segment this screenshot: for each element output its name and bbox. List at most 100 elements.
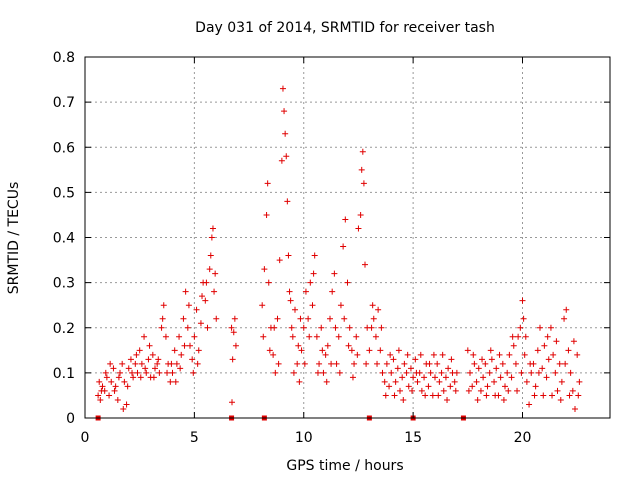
data-point	[195, 347, 202, 354]
data-point	[427, 369, 434, 376]
data-point	[124, 383, 131, 390]
data-point	[438, 369, 445, 376]
data-point	[191, 333, 198, 340]
data-point	[286, 288, 293, 295]
data-point	[137, 374, 144, 381]
data-point	[130, 374, 137, 381]
data-point	[355, 225, 362, 232]
data-point	[288, 324, 295, 331]
data-point	[386, 383, 393, 390]
data-point	[540, 392, 547, 399]
data-point	[133, 351, 140, 358]
data-point	[515, 333, 522, 340]
data-point	[212, 270, 219, 277]
x-tick-label: 15	[404, 430, 422, 446]
data-point	[337, 302, 344, 309]
data-point	[172, 378, 179, 385]
data-point	[383, 360, 390, 367]
data-point	[369, 302, 376, 309]
data-point	[150, 374, 157, 381]
data-point	[202, 297, 209, 304]
data-point	[374, 360, 381, 367]
data-point	[309, 302, 316, 309]
data-point	[570, 338, 577, 345]
data-point	[295, 342, 302, 349]
y-tick-label: 0.3	[53, 276, 75, 292]
data-point	[319, 347, 326, 354]
data-point	[440, 387, 447, 394]
data-point	[112, 383, 119, 390]
data-point	[228, 324, 235, 331]
data-point	[329, 288, 336, 295]
data-point	[442, 374, 449, 381]
data-point	[310, 270, 317, 277]
data-point	[547, 324, 554, 331]
data-point	[287, 297, 294, 304]
data-point	[563, 306, 570, 313]
data-point	[565, 347, 572, 354]
data-point	[562, 360, 569, 367]
data-point	[397, 387, 403, 394]
data-point	[162, 333, 169, 340]
data-point	[108, 378, 115, 385]
data-point	[404, 351, 411, 358]
data-point	[290, 369, 297, 376]
data-point	[194, 360, 201, 367]
data-point	[493, 365, 500, 372]
data-point	[185, 302, 192, 309]
data-point	[206, 266, 213, 273]
data-point	[552, 369, 559, 376]
data-point	[378, 324, 385, 331]
data-point	[345, 342, 352, 349]
data-point	[182, 288, 189, 295]
data-point	[558, 378, 565, 385]
data-point	[289, 333, 296, 340]
x-tick-label: 10	[295, 430, 313, 446]
data-point	[197, 320, 204, 327]
data-point	[425, 383, 432, 390]
data-point	[132, 360, 139, 367]
data-point	[394, 365, 401, 372]
data-point	[294, 360, 301, 367]
data-point	[561, 315, 568, 322]
data-point	[509, 333, 516, 340]
data-point	[569, 387, 576, 394]
data-point	[444, 396, 451, 403]
data-point	[213, 315, 220, 322]
data-point	[504, 369, 511, 376]
data-point	[301, 360, 308, 367]
data-point	[324, 342, 331, 349]
data-point	[138, 360, 145, 367]
data-point	[341, 315, 348, 322]
data-point	[417, 351, 424, 358]
data-point	[298, 347, 305, 354]
data-point	[98, 387, 105, 394]
data-point	[278, 157, 285, 164]
data-point	[327, 315, 333, 322]
data-point	[314, 369, 321, 376]
data-point	[363, 360, 370, 367]
data-point	[544, 333, 551, 340]
data-point	[366, 347, 373, 354]
data-point	[375, 306, 382, 313]
data-point	[281, 108, 288, 115]
data-point	[169, 369, 176, 376]
data-point	[473, 378, 480, 385]
data-point	[521, 351, 528, 358]
data-point	[332, 324, 339, 331]
data-point	[505, 387, 512, 394]
data-point	[439, 351, 446, 358]
data-point	[502, 383, 508, 390]
data-point	[556, 360, 563, 367]
data-point	[149, 351, 156, 358]
data-point	[119, 360, 126, 367]
data-point	[405, 383, 412, 390]
y-tick-label: 0.1	[53, 366, 75, 382]
data-point	[475, 365, 482, 372]
data-point	[152, 365, 158, 372]
data-point	[285, 252, 292, 259]
data-point	[401, 360, 408, 367]
data-point	[360, 180, 367, 187]
data-point	[412, 356, 419, 363]
data-point	[271, 324, 278, 331]
